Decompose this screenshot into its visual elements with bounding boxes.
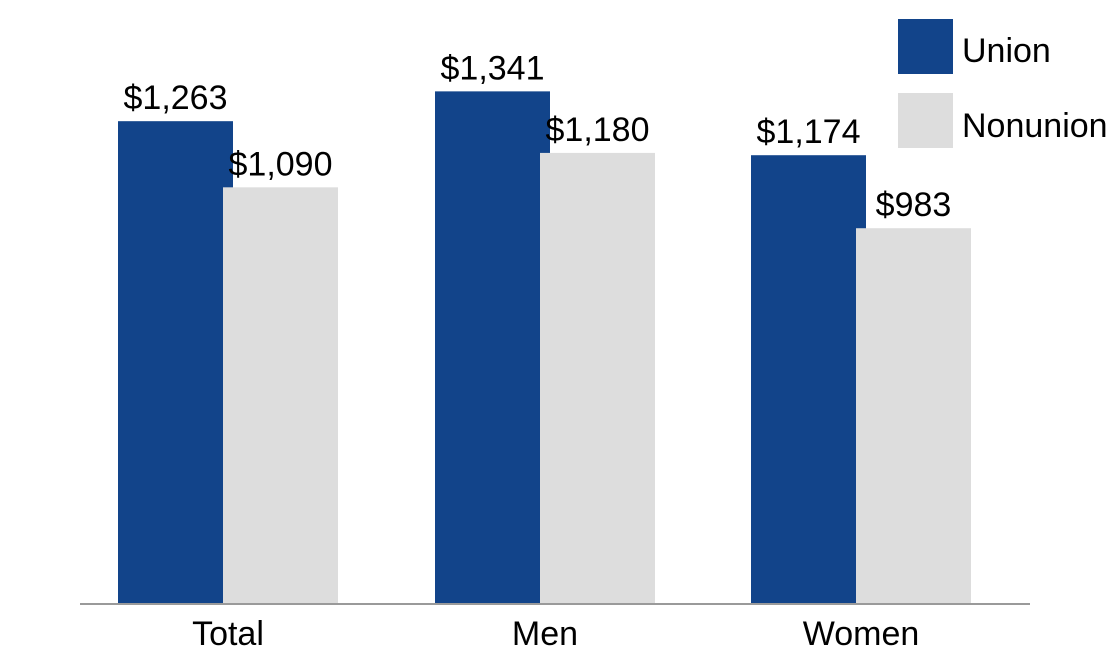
category-label-men: Men (512, 615, 578, 653)
bar-union-men (435, 91, 550, 604)
value-labels-group: $1,263$1,090 $1,341$1,180 $1,174 $983 (124, 49, 952, 224)
value-label-union-men: $1,341 (441, 49, 545, 87)
value-label-union-total: $1,263 (124, 79, 228, 117)
value-label-nonunion-total: $1,090 (229, 145, 333, 183)
category-label-women: Women (803, 615, 920, 653)
legend: Union Nonunion (898, 19, 1106, 148)
bar-nonunion-total (223, 187, 338, 604)
bar-union-total (118, 121, 233, 604)
value-label-nonunion-women: $983 (876, 186, 952, 224)
category-label-total: Total (192, 615, 264, 653)
bars-group (118, 91, 971, 605)
legend-swatch-union (898, 19, 953, 74)
legend-label-union: Union (962, 32, 1051, 70)
legend-swatch-nonunion (898, 93, 953, 148)
bar-nonunion-women (856, 228, 971, 604)
bar-nonunion-men (540, 152, 655, 605)
value-label-union-women: $1,174 (757, 113, 861, 151)
value-label-nonunion-men: $1,180 (546, 111, 650, 149)
category-tick-labels: Total Men Women (192, 615, 919, 653)
bar-union-women (751, 155, 866, 604)
legend-label-nonunion: Nonunion (962, 107, 1106, 145)
